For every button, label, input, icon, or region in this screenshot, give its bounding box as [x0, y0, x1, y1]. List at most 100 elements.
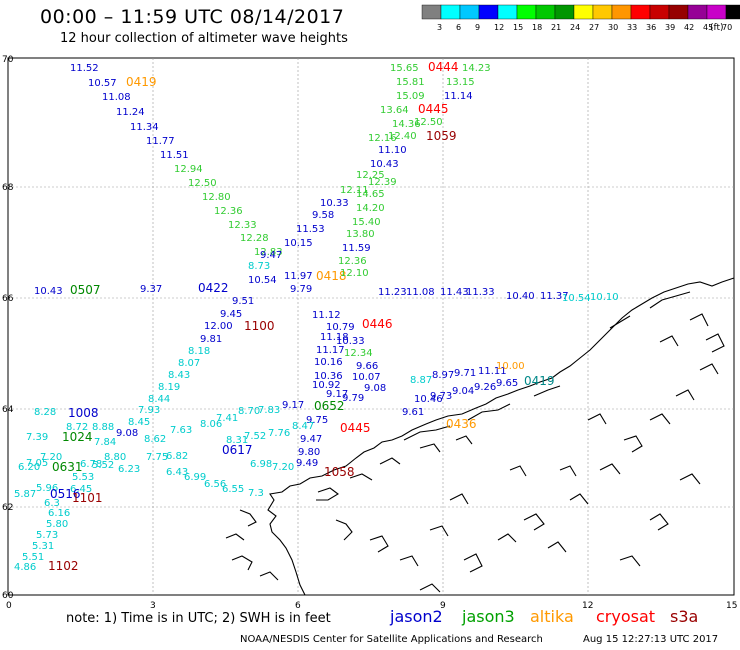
- y-tick-0: 70: [2, 55, 14, 65]
- wave-height-label: 10.43: [370, 159, 399, 170]
- wave-height-label: 12.16: [368, 133, 397, 144]
- wave-height-label: 10.07: [352, 372, 381, 383]
- legend-tick-label: 21: [551, 23, 561, 32]
- wave-height-label: 6.45: [70, 484, 92, 495]
- mission-s3a: s3a: [670, 607, 699, 626]
- wave-height-label: 8.19: [158, 382, 180, 393]
- wave-height-label: 8.44: [148, 394, 170, 405]
- wave-height-label: 7.75: [146, 452, 168, 463]
- pass-time-label: 1101: [72, 491, 103, 505]
- wave-height-label: 9.47: [260, 250, 282, 261]
- wave-height-label: 8.97: [432, 370, 454, 381]
- wave-height-label: 7.20: [40, 452, 62, 463]
- wave-height-label: 11.97: [284, 271, 313, 282]
- x-axis-ticks: 0 3 6 9 12 15: [6, 601, 737, 611]
- wave-height-label: 11.08: [406, 287, 435, 298]
- legend-swatch: [440, 4, 461, 20]
- wave-height-label: 9.49: [296, 458, 318, 469]
- wave-height-label: 5.51: [22, 552, 44, 563]
- wave-height-label: 7.05: [26, 458, 48, 469]
- wave-height-label: 10.57: [88, 78, 117, 89]
- wave-height-label: 15.65: [390, 63, 419, 74]
- wave-height-label: 10.36: [314, 371, 343, 382]
- wave-height-label: 15.40: [352, 217, 381, 228]
- wave-height-label: 10.43: [34, 286, 63, 297]
- wave-height-label: 11.17: [316, 345, 345, 356]
- wave-height-label: 9.65: [496, 378, 518, 389]
- wave-height-label: 8.31: [226, 435, 248, 446]
- pass-time-label: 0507: [70, 283, 101, 297]
- x-tick-0: 0: [6, 601, 12, 611]
- wave-height-label: 12.33: [228, 220, 257, 231]
- wave-height-label: 5.87: [14, 489, 36, 500]
- wave-height-label: 12.34: [344, 348, 373, 359]
- wave-height-label: 10.92: [312, 380, 341, 391]
- wave-height-label: 9.45: [220, 309, 242, 320]
- wave-height-label: 7.93: [138, 405, 160, 416]
- pass-time-label: 1059: [426, 129, 457, 143]
- x-tick-2: 6: [295, 601, 301, 611]
- legend-swatch: [725, 4, 740, 20]
- wave-height-label: 13.80: [346, 229, 375, 240]
- legend-tick-label: 36: [646, 23, 656, 32]
- wave-height-label: 11.12: [312, 310, 341, 321]
- legend-tick-label: 18: [532, 23, 542, 32]
- wave-height-label: 8.70: [238, 406, 260, 417]
- pass-time-label: 0445: [340, 421, 371, 435]
- x-tick-5: 15: [726, 601, 737, 611]
- wave-height-label: 9.73: [430, 391, 452, 402]
- wave-height-label: 14.20: [356, 203, 385, 214]
- footer-note: note: 1) Time is in UTC; 2) SWH is in fe…: [66, 611, 331, 626]
- wave-height-label: 9.61: [402, 407, 424, 418]
- wave-height-label: 5.52: [92, 460, 114, 471]
- wave-height-label: 12.50: [188, 178, 217, 189]
- pass-time-label: 1024: [62, 430, 93, 444]
- legend-tick-label: 6: [456, 23, 461, 32]
- wave-height-label: 10.46: [414, 394, 443, 405]
- y-tick-3: 64: [2, 405, 14, 415]
- y-tick-5: 60: [2, 591, 14, 601]
- wave-height-label: 12.11: [340, 185, 369, 196]
- wave-height-label: 8.18: [188, 346, 210, 357]
- wave-height-label: 8.72: [66, 422, 88, 433]
- pass-time-label: 0617: [222, 443, 253, 457]
- legend-swatch: [573, 4, 594, 20]
- legend-tick-label: 39: [665, 23, 675, 32]
- y-tick-2: 66: [2, 294, 14, 304]
- wave-height-label: 11.11: [478, 366, 507, 377]
- legend-swatch: [649, 4, 670, 20]
- wave-height-label: 8.47: [292, 421, 314, 432]
- wave-height-label: 8.28: [34, 407, 56, 418]
- wave-height-label: 12.28: [240, 233, 269, 244]
- wave-height-label: 12.40: [388, 131, 417, 142]
- credit-text: NOAA/NESDIS Center for Satellite Applica…: [240, 634, 543, 645]
- wave-height-label: 12.80: [202, 192, 231, 203]
- wave-height-label: 11.53: [296, 224, 325, 235]
- mission-jason2: jason2: [390, 607, 443, 626]
- wave-height-label: 8.80: [104, 452, 126, 463]
- wave-height-label: 9.58: [312, 210, 334, 221]
- wave-height-label: 10.16: [314, 357, 343, 368]
- wave-height-label: 5.53: [72, 472, 94, 483]
- wave-height-label: 12.83: [254, 247, 283, 258]
- wave-height-labels: 11.52 10.57 0419 11.08 11.24 11.34 11.77 11.51 1…: [14, 60, 619, 573]
- wave-height-label: 7.76: [268, 428, 290, 439]
- legend-tick-label: 9: [475, 23, 480, 32]
- legend-swatch: [421, 4, 442, 20]
- y-axis-ticks: 70 68 66 64 62 60: [2, 55, 14, 601]
- wave-height-label: 9.08: [116, 428, 138, 439]
- wave-height-label: 6.23: [118, 464, 140, 475]
- pass-time-label: 0516: [50, 487, 81, 501]
- pass-time-label: 0445: [418, 102, 449, 116]
- wave-height-label: 9.17: [282, 400, 304, 411]
- wave-height-label: 10.10: [590, 292, 619, 303]
- wave-height-label: 7.84: [94, 437, 116, 448]
- legend-swatch: [497, 4, 518, 20]
- wave-height-label: 11.52: [70, 63, 99, 74]
- wave-height-label: 6.55: [222, 484, 244, 495]
- legend-tick-label: 30: [608, 23, 618, 32]
- wave-height-label: 11.10: [378, 145, 407, 156]
- wave-height-label: 15.09: [396, 91, 425, 102]
- wave-height-label: 10.33: [336, 336, 365, 347]
